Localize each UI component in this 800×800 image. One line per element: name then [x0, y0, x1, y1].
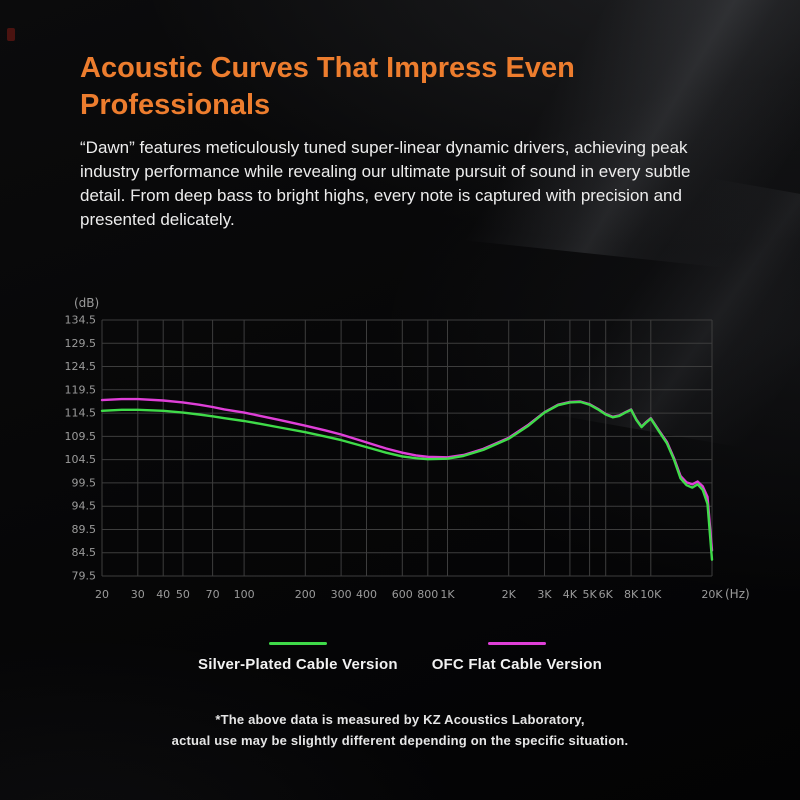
x-tick-label: 10K: [640, 588, 662, 601]
curve-ofc-flat-cable-version: [100, 397, 714, 552]
y-tick-label: 84.5: [72, 546, 97, 559]
footnote: *The above data is measured by KZ Acoust…: [0, 710, 800, 752]
frequency-response-chart-svg: 134.5 129.5 124.5 119.5 114.5 109.5 104.5 99.5 9…: [65, 296, 750, 601]
legend-item-silver-plated: Silver-Plated Cable Version: [198, 642, 398, 673]
y-tick-label: 89.5: [72, 523, 97, 536]
page-title-line2: Professionals: [80, 89, 271, 122]
x-tick-label: 400: [356, 588, 377, 601]
y-tick-label: 129.5: [65, 337, 97, 350]
legend-item-ofc: OFC Flat Cable Version: [432, 642, 602, 673]
legend-swatch-silver-plated: [268, 642, 327, 645]
y-axis-unit-label: (dB): [74, 296, 99, 310]
y-tick-label: 114.5: [65, 407, 97, 420]
x-tick-label: 20K: [701, 588, 723, 601]
legend-label-ofc: OFC Flat Cable Version: [431, 656, 602, 673]
x-tick-label: 3K: [537, 588, 552, 601]
description: “Dawn” features meticulously tuned super…: [80, 138, 691, 229]
y-tick-label: 134.5: [65, 314, 97, 327]
x-tick-label: 1K: [440, 588, 455, 601]
x-tick-label: 30: [131, 588, 145, 601]
y-tick-label: 119.5: [65, 383, 97, 396]
x-tick-label: 300: [331, 588, 352, 601]
x-tick-label: 8K: [624, 588, 639, 601]
x-tick-label: 800: [417, 588, 438, 601]
x-tick-label: 2K: [502, 588, 517, 601]
y-tick-label: 109.5: [65, 430, 97, 443]
x-tick-label: 20: [95, 588, 109, 601]
x-tick-label: 70: [206, 588, 220, 601]
x-tick-label: 6K: [599, 588, 614, 601]
x-tick-label: 5K: [582, 588, 597, 601]
footnote-line2: actual use may be slightly different dep…: [171, 732, 629, 748]
x-tick-label: 50: [176, 588, 190, 601]
y-tick-label: 99.5: [72, 476, 97, 489]
legend-swatch-ofc: [487, 642, 546, 645]
x-tick-label: 4K: [563, 588, 578, 601]
x-tick-label: 200: [295, 588, 316, 601]
y-tick-label: 124.5: [65, 360, 97, 373]
page-title: Acoustic Curves That Impress Even Profes…: [80, 50, 740, 124]
x-tick-label: 40: [156, 588, 170, 601]
x-tick-label: 100: [234, 588, 255, 601]
frequency-response-chart: 134.5 129.5 124.5 119.5 114.5 109.5 104.5 99.5 9…: [60, 292, 760, 622]
x-axis-unit-label: (Hz): [725, 587, 750, 601]
y-tick-label: 79.5: [72, 570, 97, 583]
legend-label-silver-plated: Silver-Plated Cable Version: [198, 656, 398, 673]
y-tick-label: 94.5: [72, 500, 97, 513]
page-title-line1: Acoustic Curves That Impress Even: [80, 52, 575, 84]
x-tick-label: 600: [392, 588, 413, 601]
chart-legend: Silver-Plated Cable Version OFC Flat Cab…: [0, 642, 800, 673]
y-tick-label: 104.5: [65, 453, 97, 466]
curve-silver-plated-cable-version: [100, 400, 714, 561]
footnote-line1: *The above data is measured by KZ Acoust…: [215, 712, 585, 727]
corner-artifact: [7, 28, 15, 41]
